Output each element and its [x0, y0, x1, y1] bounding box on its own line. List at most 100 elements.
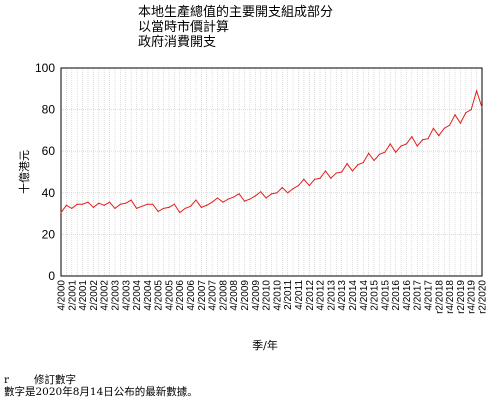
data-point — [335, 172, 337, 174]
x-tick-label: 4/2007 — [208, 280, 219, 311]
data-point — [179, 211, 181, 214]
data-point — [233, 196, 235, 198]
x-axis-tick-labels: 4/2000 2/2001 4/2001 2/2002 4/2002 2/2003 4/20… — [57, 280, 489, 314]
x-tick-label: 4/2015 — [380, 280, 391, 311]
y-tick-label: 20 — [42, 227, 56, 241]
data-point — [368, 152, 370, 154]
data-point — [206, 204, 208, 206]
x-tick-label: 2/2002 — [89, 280, 100, 311]
data-point — [443, 127, 445, 129]
x-tick-label: 2/2016 — [391, 280, 402, 311]
x-tick-label: 2/2006 — [175, 280, 186, 311]
data-point — [211, 201, 213, 203]
data-point — [411, 136, 413, 138]
x-tick-label: r4/2019 — [467, 280, 478, 314]
data-point — [130, 199, 132, 201]
data-point — [265, 197, 267, 199]
data-point — [125, 202, 127, 204]
data-point — [65, 204, 67, 206]
data-point — [227, 198, 229, 200]
data-point — [243, 200, 246, 202]
data-point — [470, 109, 472, 111]
x-tick-label: 4/2006 — [186, 280, 197, 311]
x-tick-label: 2/2011 — [283, 280, 294, 310]
data-point — [481, 106, 483, 109]
data-point — [324, 170, 327, 172]
data-point — [276, 192, 278, 194]
x-tick-label: 2/2012 — [305, 280, 316, 311]
x-tick-label: 4/2011 — [294, 280, 305, 310]
data-point — [395, 151, 397, 153]
data-point — [184, 207, 186, 209]
x-tick-label: 2/2003 — [110, 280, 121, 311]
data-point — [330, 177, 332, 179]
data-point — [81, 203, 84, 205]
footnote-text: 數字是2020年8月14日公布的最新數據。 — [4, 386, 198, 398]
data-point — [146, 203, 148, 205]
x-tick-label: r4/2018 — [445, 280, 456, 314]
chart-title-line-2: 以當時市價計算 — [138, 19, 229, 35]
data-point — [281, 187, 283, 189]
data-point — [314, 178, 316, 180]
data-point — [357, 164, 359, 166]
footnote-symbol: r — [4, 374, 10, 386]
x-tick-label: r2/2019 — [456, 280, 467, 314]
data-point — [346, 163, 348, 165]
data-point — [152, 203, 154, 205]
x-tick-label: 2/2017 — [413, 280, 424, 311]
x-tick-label: 4/2014 — [359, 280, 370, 311]
x-tick-label: 4/2003 — [121, 280, 132, 311]
footnote-text: 修訂數字 — [34, 374, 76, 386]
chart-title-line-1: 本地生產總值的主要開支組成部分 — [138, 4, 333, 20]
data-point — [119, 203, 121, 205]
data-point — [168, 206, 170, 208]
data-point — [71, 207, 73, 209]
data-point — [270, 193, 273, 195]
y-tick-label: 60 — [42, 144, 56, 158]
data-point — [216, 197, 219, 199]
data-point — [438, 135, 440, 137]
chart-title: 本地生產總值的主要開支組成部分 以當時市價計算 政府消費開支 — [138, 4, 333, 50]
x-tick-label: 2/2004 — [132, 280, 143, 311]
y-tick-label: 100 — [35, 61, 55, 75]
data-point — [200, 206, 202, 208]
x-tick-label: 4/2004 — [143, 280, 154, 311]
y-tick-label: 40 — [42, 186, 56, 200]
data-point — [303, 178, 305, 180]
data-point — [157, 210, 159, 213]
vertical-gridlines — [66, 68, 477, 276]
x-tick-label: 4/2005 — [164, 280, 175, 311]
data-point — [362, 162, 364, 164]
data-point — [141, 205, 143, 207]
data-point — [260, 191, 262, 193]
data-point — [189, 205, 192, 207]
x-tick-label: 4/2012 — [316, 280, 327, 311]
data-point — [162, 207, 165, 209]
footnote-revised: r 修訂數字 — [4, 374, 76, 387]
data-point — [389, 143, 391, 145]
plot-area-frame — [60, 67, 483, 277]
x-tick-label: 4/2009 — [251, 280, 262, 311]
data-point — [238, 193, 240, 195]
y-tick-label: 0 — [48, 269, 55, 283]
data-point — [400, 145, 402, 147]
data-point — [427, 138, 429, 140]
data-point — [173, 203, 175, 205]
data-point — [449, 124, 451, 126]
x-tick-label: 2/2008 — [218, 280, 229, 311]
x-tick-label: 2/2001 — [67, 280, 78, 311]
x-tick-label: 2/2007 — [197, 280, 208, 311]
chart-title-line-3: 政府消費開支 — [138, 35, 216, 50]
x-tick-label: 2/2013 — [326, 280, 337, 311]
x-tick-label: 2/2005 — [154, 280, 165, 311]
data-point — [405, 143, 408, 145]
data-point — [422, 139, 424, 141]
series-points — [60, 90, 483, 214]
data-point — [378, 153, 381, 155]
x-tick-label: 4/2017 — [424, 280, 435, 311]
data-point — [432, 127, 435, 129]
data-point — [459, 122, 462, 124]
y-axis-tick-labels: 0 20 40 60 80 100 — [35, 61, 55, 283]
data-point — [195, 199, 197, 201]
data-point — [476, 90, 478, 92]
